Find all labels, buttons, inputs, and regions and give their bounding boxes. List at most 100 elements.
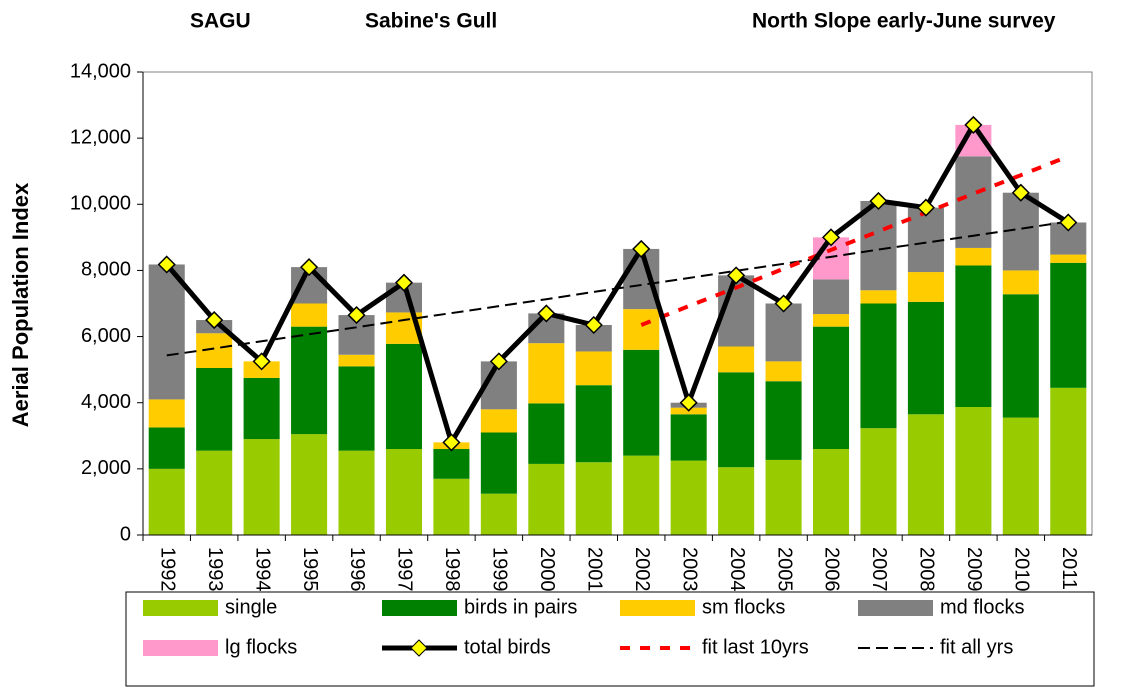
bar-segment xyxy=(860,290,897,304)
marker xyxy=(584,315,603,335)
bar-segment xyxy=(907,414,944,535)
bar-segment xyxy=(148,264,185,400)
bar-segment xyxy=(955,407,992,535)
marker xyxy=(679,393,698,412)
marker xyxy=(537,304,556,323)
bar-segment xyxy=(1002,294,1039,418)
bar-segment xyxy=(385,343,423,450)
bar-segment xyxy=(148,468,185,535)
bar-segment xyxy=(670,414,707,461)
bar-segment xyxy=(765,361,802,382)
bar-segment xyxy=(575,351,612,386)
x-tick-label: 1996 xyxy=(346,547,368,592)
bar-segment xyxy=(1050,254,1087,263)
bar-segment xyxy=(196,450,233,535)
bar-segment xyxy=(385,449,423,535)
bar-segment xyxy=(812,449,850,535)
x-tick-label: 2007 xyxy=(868,547,890,592)
legend-label: lg flocks xyxy=(225,636,297,658)
legend-marker xyxy=(410,639,428,657)
bar-segment xyxy=(291,434,328,535)
bar-segment xyxy=(1002,417,1039,535)
bar-segment xyxy=(812,314,850,327)
marker xyxy=(869,191,888,211)
bar-segment xyxy=(528,403,565,464)
x-tick-label: 2002 xyxy=(631,547,653,592)
bar-segment xyxy=(623,248,660,310)
title-species: Sabine's Gull xyxy=(365,10,497,33)
legend-swatch xyxy=(858,600,933,616)
bar-segment xyxy=(196,333,233,368)
bar-segment xyxy=(243,439,280,535)
marker xyxy=(727,266,746,285)
x-tick-label: 1999 xyxy=(489,547,511,592)
bar-segment xyxy=(860,200,897,291)
bar-segment xyxy=(1050,387,1087,535)
marker xyxy=(347,306,366,325)
bar-segment xyxy=(575,462,612,535)
bar-segment xyxy=(575,385,612,463)
marker xyxy=(442,433,461,452)
marker xyxy=(394,273,414,292)
y-tick-label: 2,000 xyxy=(81,457,131,479)
legend-box xyxy=(125,591,1095,687)
legend-label: total birds xyxy=(464,636,551,658)
bar-segment xyxy=(955,156,992,248)
legend-label: fit last 10yrs xyxy=(702,636,809,658)
marker xyxy=(252,352,271,371)
bar-segment xyxy=(765,303,802,362)
y-tick-label: 12,000 xyxy=(70,126,131,148)
bar-segment xyxy=(480,432,517,494)
bar-segment xyxy=(1002,192,1039,271)
bar-segment xyxy=(907,272,944,302)
bar-segment xyxy=(623,455,660,535)
x-tick-label: 2008 xyxy=(916,547,938,592)
marker xyxy=(632,239,651,258)
marker xyxy=(964,115,983,134)
marker xyxy=(1059,213,1078,232)
bar-segment xyxy=(718,372,755,468)
marker xyxy=(1011,183,1030,202)
bar-segment xyxy=(1050,262,1087,388)
y-tick-label: 8,000 xyxy=(81,259,131,281)
marker xyxy=(205,310,224,330)
bar-segment xyxy=(480,493,517,535)
x-tick-label: 2005 xyxy=(773,547,795,592)
bar-segment xyxy=(433,478,470,535)
bar-segment xyxy=(907,207,944,273)
title-code: SAGU xyxy=(190,10,251,33)
y-tick-label: 10,000 xyxy=(70,193,131,215)
bar-segment xyxy=(433,449,470,479)
bar-segment xyxy=(765,381,802,460)
marker xyxy=(821,228,841,247)
x-tick-label: 2003 xyxy=(678,547,700,592)
bar-segment xyxy=(955,247,992,266)
bar-segment xyxy=(148,399,185,428)
marker xyxy=(916,198,935,217)
legend-label: md flocks xyxy=(940,596,1024,618)
marker xyxy=(489,352,508,371)
y-tick-label: 14,000 xyxy=(70,60,131,82)
x-tick-label: 1994 xyxy=(251,547,273,592)
bar-segment xyxy=(860,428,897,535)
bar-segment xyxy=(860,303,897,429)
legend-swatch xyxy=(620,600,695,616)
legend-label: birds in pairs xyxy=(464,596,577,618)
title-survey: North Slope early-June survey xyxy=(752,10,1056,33)
x-tick-label: 2004 xyxy=(726,547,748,592)
marker xyxy=(774,294,793,313)
x-tick-label: 1998 xyxy=(441,547,463,592)
legend-swatch xyxy=(143,640,218,656)
bar-segment xyxy=(291,303,328,327)
x-tick-label: 2000 xyxy=(536,547,558,592)
x-tick-label: 2001 xyxy=(583,547,605,592)
bar-segment xyxy=(812,326,850,450)
plot-frame xyxy=(142,71,1093,536)
bar-segment xyxy=(718,346,755,373)
legend-label: sm flocks xyxy=(702,596,785,618)
x-tick-label: 1997 xyxy=(394,547,416,592)
bar-segment xyxy=(148,427,185,469)
bar-segment xyxy=(907,301,944,415)
legend-label: single xyxy=(225,596,277,618)
bar-segment xyxy=(243,377,280,440)
